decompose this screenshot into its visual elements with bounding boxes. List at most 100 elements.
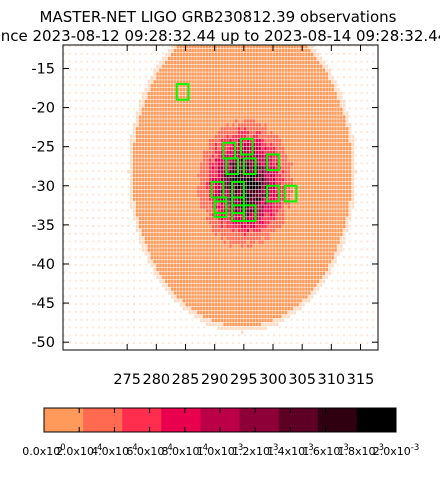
- heatmap-cell: [173, 228, 177, 233]
- heatmap-cell: [182, 95, 186, 100]
- heatmap-cell: [179, 271, 183, 276]
- heatmap-cell: [159, 220, 162, 225]
- heatmap-cell: [305, 291, 308, 295]
- heatmap-cell: [246, 60, 250, 64]
- heatmap-cell: [246, 185, 250, 190]
- heatmap-cell: [220, 174, 224, 178]
- heatmap-cell: [258, 322, 261, 326]
- heatmap-cell: [208, 115, 212, 119]
- heatmap-cell: [351, 158, 355, 162]
- background-cell: [74, 217, 77, 220]
- heatmap-cell: [179, 56, 183, 61]
- heatmap-cell: [205, 138, 209, 143]
- heatmap-cell: [261, 52, 264, 57]
- background-cell: [86, 224, 89, 227]
- heatmap-cell: [334, 248, 337, 252]
- heatmap-cell: [319, 283, 323, 287]
- heatmap-cell: [194, 267, 197, 272]
- heatmap-cell: [264, 318, 267, 323]
- background-cell: [63, 326, 65, 329]
- heatmap-cell: [235, 271, 238, 276]
- heatmap-cell: [296, 197, 299, 201]
- heatmap-cell: [141, 248, 145, 252]
- heatmap-cell: [165, 189, 168, 194]
- heatmap-cell: [191, 220, 194, 225]
- heatmap-cell: [211, 299, 215, 303]
- heatmap-cell: [243, 306, 247, 311]
- heatmap-cell: [343, 111, 346, 115]
- heatmap-cell: [261, 295, 264, 299]
- heatmap-cell: [165, 52, 168, 57]
- heatmap-cell: [188, 252, 191, 256]
- heatmap-cell: [235, 260, 238, 264]
- heatmap-cell: [267, 76, 270, 80]
- heatmap-cell: [156, 252, 159, 256]
- heatmap-cell: [229, 295, 232, 299]
- heatmap-cell: [156, 166, 159, 170]
- heatmap-cell: [313, 52, 317, 57]
- heatmap-cell: [296, 131, 299, 135]
- heatmap-cell: [141, 174, 145, 178]
- heatmap-cell: [273, 91, 276, 96]
- heatmap-cell: [229, 115, 232, 119]
- heatmap-cell: [205, 80, 209, 84]
- heatmap-cell: [299, 271, 302, 276]
- heatmap-cell: [226, 170, 229, 174]
- heatmap-cell: [223, 72, 226, 76]
- heatmap-cell: [278, 314, 282, 319]
- heatmap-cell: [191, 201, 194, 205]
- heatmap-cell: [208, 209, 212, 213]
- heatmap-cell: [293, 64, 296, 68]
- heatmap-cell: [255, 60, 259, 64]
- heatmap-cell: [331, 174, 334, 178]
- heatmap-cell: [229, 240, 232, 244]
- heatmap-cell: [249, 154, 253, 158]
- heatmap-cell: [176, 283, 180, 287]
- heatmap-cell: [252, 232, 256, 237]
- heatmap-cell: [252, 138, 256, 143]
- heatmap-cell: [252, 213, 256, 217]
- heatmap-cell: [328, 72, 331, 76]
- heatmap-cell: [258, 236, 261, 240]
- heatmap-cell: [287, 103, 291, 108]
- heatmap-cell: [150, 232, 154, 237]
- heatmap-cell: [203, 76, 206, 80]
- background-cell: [74, 91, 77, 94]
- heatmap-cell: [296, 236, 299, 240]
- heatmap-cell: [313, 287, 317, 291]
- heatmap-cell: [185, 256, 189, 260]
- heatmap-cell: [203, 52, 206, 57]
- heatmap-cell: [308, 127, 311, 131]
- heatmap-cell: [170, 224, 174, 229]
- heatmap-cell: [290, 115, 294, 119]
- heatmap-cell: [255, 181, 259, 186]
- heatmap-cell: [270, 291, 273, 295]
- heatmap-cell: [255, 76, 259, 80]
- heatmap-cell: [232, 224, 235, 229]
- heatmap-cell: [246, 303, 250, 307]
- heatmap-cell: [275, 322, 279, 326]
- heatmap-cell: [182, 244, 186, 248]
- heatmap-cell: [214, 88, 218, 92]
- heatmap-cell: [232, 279, 235, 283]
- heatmap-cell: [156, 248, 159, 252]
- heatmap-cell: [217, 99, 221, 104]
- heatmap-cell: [200, 248, 203, 252]
- heatmap-cell: [179, 236, 183, 240]
- heatmap-cell: [188, 185, 191, 190]
- heatmap-cell: [273, 252, 276, 256]
- heatmap-cell: [252, 217, 256, 221]
- heatmap-cell: [284, 224, 288, 229]
- heatmap-cell: [176, 256, 180, 260]
- heatmap-cell: [264, 154, 267, 158]
- heatmap-cell: [281, 193, 285, 197]
- heatmap-cell: [182, 60, 186, 64]
- heatmap-cell: [176, 217, 180, 221]
- heatmap-cell: [208, 103, 212, 108]
- heatmap-cell: [316, 256, 320, 260]
- heatmap-cell: [226, 146, 229, 151]
- heatmap-cell: [243, 271, 247, 276]
- heatmap-cell: [270, 299, 273, 303]
- heatmap-cell: [319, 150, 323, 154]
- heatmap-cell: [287, 201, 291, 205]
